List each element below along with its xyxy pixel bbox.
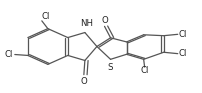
Text: Cl: Cl — [5, 50, 13, 59]
Text: Cl: Cl — [140, 66, 149, 75]
Text: S: S — [108, 63, 113, 72]
Text: O: O — [80, 77, 87, 86]
Text: NH: NH — [80, 19, 93, 28]
Text: O: O — [101, 16, 108, 25]
Text: Cl: Cl — [42, 12, 50, 21]
Text: Cl: Cl — [179, 49, 187, 58]
Text: Cl: Cl — [179, 30, 187, 39]
